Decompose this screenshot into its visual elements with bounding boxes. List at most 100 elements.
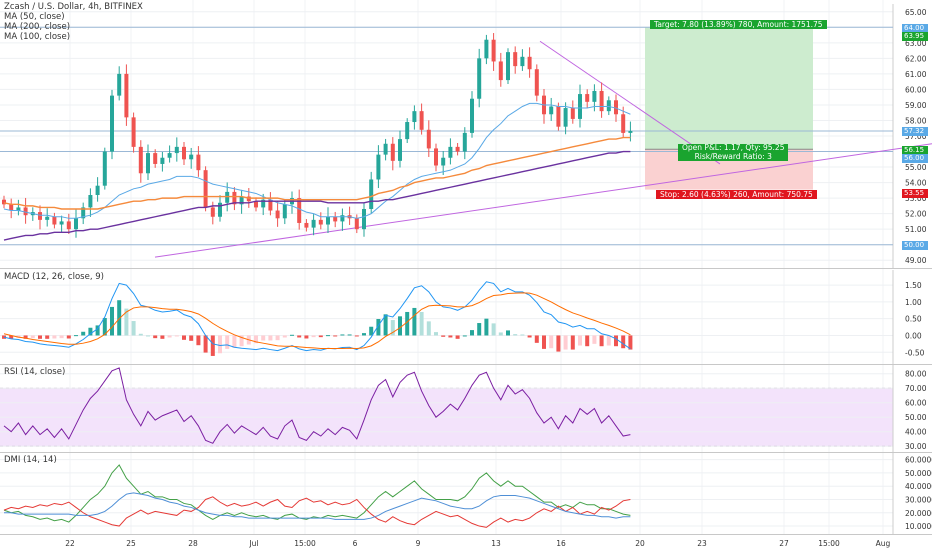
candle-body-54	[390, 143, 395, 161]
macd-hist-bar-71	[513, 334, 518, 336]
stop-tag[interactable]: Stop: 2.60 (4.63%) 260, Amount: 750.75	[656, 190, 817, 199]
rsi-legend: RSI (14, close)	[4, 367, 66, 377]
time-tick-label-9: 20	[635, 539, 645, 548]
candle-74	[534, 64, 539, 102]
macd-hist-bar-25	[182, 335, 186, 340]
macd-hist-bar-30	[218, 335, 222, 354]
risk-reward-label: Risk/Reward Ratio: 3	[694, 151, 772, 161]
axis-tag-last-price: 57.32	[902, 127, 928, 136]
candle-body-10	[74, 218, 78, 230]
candle-63	[455, 142, 460, 156]
candle-body-27	[196, 154, 201, 171]
open-pl-label: Open P&L: 1.17, Qty: 95.25	[682, 143, 785, 152]
axis-tag-target: 64.00	[902, 24, 928, 33]
candle-38	[275, 201, 280, 227]
time-tick-label-2: 28	[188, 539, 198, 548]
candle-7	[52, 212, 57, 229]
candle-body-32	[232, 191, 237, 205]
candle-86	[621, 106, 626, 138]
candle-61	[441, 151, 446, 175]
candle-13	[95, 177, 100, 202]
candle-body-38	[275, 210, 280, 219]
candle-body-80	[578, 94, 582, 119]
candle-15	[110, 89, 114, 160]
axis-tag-support: 50.00	[902, 241, 928, 250]
axis-tag-stop: 53.55	[902, 189, 928, 198]
candle-body-64	[462, 132, 467, 152]
time-tick-label-4: 15:00	[294, 539, 316, 548]
candle-33	[239, 189, 244, 214]
macd-hist-bar-80	[578, 335, 582, 346]
candle-body-72	[520, 56, 525, 67]
price-tick-label-13: 62.00	[905, 54, 927, 63]
ma200-line	[3, 150, 631, 241]
candle-body-20	[146, 153, 150, 174]
candle-5	[38, 205, 42, 230]
macd-hist-bar-12	[88, 327, 93, 336]
macd-hist-bar-74	[534, 335, 539, 343]
candle-28	[203, 166, 208, 212]
candle-49	[354, 214, 359, 234]
candle-45	[326, 207, 330, 234]
macd-hist-bar-61	[441, 335, 446, 337]
candle-body-8	[59, 221, 64, 225]
candle-body-58	[419, 111, 424, 130]
macd-hist-bar-23	[167, 335, 172, 338]
candle-81	[585, 89, 590, 108]
candle-body-5	[38, 212, 42, 220]
price-tick-label-2: 51.00	[905, 225, 927, 234]
candle-body-3	[23, 207, 28, 216]
candle-25	[182, 142, 186, 166]
macd-hist-bar-29	[210, 335, 215, 356]
macd-tick-label-2: 0.50	[905, 315, 922, 324]
candle-53	[383, 138, 388, 161]
candle-69	[498, 52, 503, 87]
macd-panel[interactable]: 1.50 1.00 0.50 0.00 -0.50	[0, 270, 932, 365]
macd-hist-bar-54	[390, 320, 395, 336]
candle-body-14	[102, 151, 107, 186]
price-tick-label-4: 53.00	[905, 194, 927, 203]
macd-hist-bar-62	[448, 335, 453, 338]
macd-hist-bar-11	[81, 331, 86, 336]
axis-tag-entry-level: 56.00	[902, 154, 928, 163]
rsi-panel[interactable]: 80.00 70.00 60.00 50.00 40.00 30.00	[0, 365, 932, 453]
macd-hist-bar-63	[455, 335, 460, 339]
time-tick-label-0: 22	[65, 539, 75, 548]
candle-body-9	[66, 221, 71, 230]
candle-body-73	[527, 56, 532, 70]
candle-body-57	[412, 111, 417, 123]
macd-hist-bar-4	[30, 335, 35, 339]
price-tick-label-16: 65.00	[905, 8, 927, 17]
rsi-tick-label-5: 30.00	[905, 442, 927, 451]
macd-hist-bar-65	[470, 330, 474, 336]
ascending-trendline	[154, 143, 932, 258]
candle-body-16	[117, 73, 122, 96]
dmi-tick-label-4: 20.0000	[905, 509, 932, 518]
candle-12	[88, 188, 93, 217]
target-tag[interactable]: Target: 7.80 (13.89%) 780, Amount: 1751.…	[650, 20, 827, 29]
candle-body-19	[138, 146, 143, 174]
candle-65	[470, 91, 474, 138]
macd-hist-bar-58	[419, 311, 424, 336]
macd-hist-bar-17	[124, 308, 129, 336]
candle-42	[304, 219, 309, 232]
dmi-tick-label-0: 60.0000	[905, 456, 932, 465]
open-pl-tag[interactable]: Open P&L: 1.17, Qty: 95.25 Risk/Reward R…	[678, 143, 789, 161]
dmi-panel[interactable]: 60.0000 50.0000 40.0000 30.0000 20.0000 10.00…	[0, 453, 932, 535]
candle-body-15	[110, 95, 114, 152]
candle-body-49	[354, 218, 359, 230]
candle-body-83	[599, 90, 604, 112]
macd-hist-bar-78	[563, 335, 568, 350]
macd-hist-bar-5	[38, 335, 42, 339]
candle-body-43	[311, 219, 316, 228]
candle-body-22	[160, 157, 165, 164]
macd-hist-bar-69	[498, 332, 503, 336]
candle-21	[153, 149, 158, 168]
macd-hist-bar-55	[398, 316, 402, 336]
price-panel[interactable]: 49.00 50.00 51.00 52.00 53.00 54.00 55.0056.00…	[0, 4, 932, 269]
candle-76	[549, 97, 554, 121]
macd-hist-bar-33	[239, 335, 244, 347]
macd-hist-bar-7	[52, 335, 57, 339]
target-zone	[645, 27, 813, 150]
